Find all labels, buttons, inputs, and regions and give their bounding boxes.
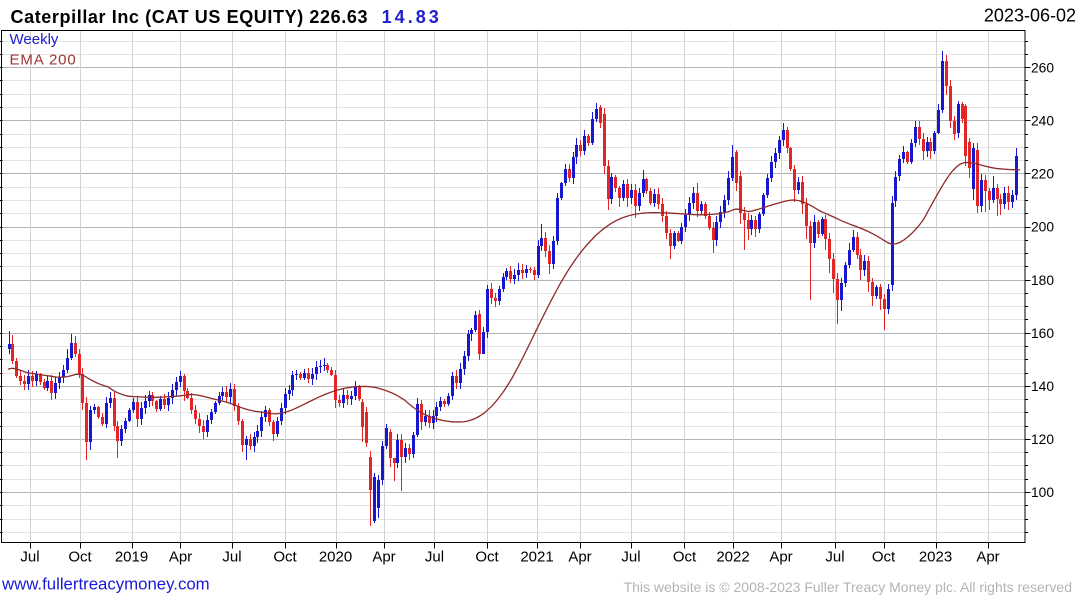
svg-text:Oct: Oct [673,549,697,566]
svg-text:240: 240 [1031,114,1054,129]
svg-text:Jul: Jul [425,549,444,566]
svg-text:Jul: Jul [825,549,844,566]
svg-text:This website is © 2008-2023 Fu: This website is © 2008-2023 Fuller Treac… [624,579,1072,595]
svg-text:Oct: Oct [475,549,499,566]
svg-text:2021: 2021 [520,549,553,566]
svg-text:2020: 2020 [319,549,352,566]
svg-text:2019: 2019 [115,549,148,566]
svg-text:160: 160 [1031,326,1054,341]
svg-text:www.fullertreacymoney.com: www.fullertreacymoney.com [1,575,210,594]
svg-text:Jul: Jul [222,549,241,566]
svg-text:2023-06-02: 2023-06-02 [984,6,1075,26]
svg-text:Jul: Jul [20,549,39,566]
svg-text:Apr: Apr [372,549,395,566]
svg-text:120: 120 [1031,432,1054,447]
svg-text:180: 180 [1031,273,1054,288]
svg-text:Apr: Apr [976,549,999,566]
svg-text:2023: 2023 [919,549,952,566]
svg-text:Oct: Oct [68,549,92,566]
svg-text:Caterpillar Inc (CAT US EQUITY: Caterpillar Inc (CAT US EQUITY) 226.63 1… [11,7,442,27]
svg-text:2022: 2022 [716,549,749,566]
svg-text:Weekly: Weekly [10,31,59,48]
svg-text:100: 100 [1031,485,1054,500]
svg-text:Oct: Oct [273,549,297,566]
svg-text:Oct: Oct [872,549,896,566]
svg-text:200: 200 [1031,220,1054,235]
svg-text:Apr: Apr [169,549,192,566]
svg-text:220: 220 [1031,167,1054,182]
svg-text:260: 260 [1031,60,1054,75]
svg-text:Apr: Apr [568,549,591,566]
svg-text:140: 140 [1031,379,1054,394]
svg-text:Apr: Apr [769,549,792,566]
svg-text:Jul: Jul [621,549,640,566]
svg-text:EMA 200: EMA 200 [10,52,77,69]
